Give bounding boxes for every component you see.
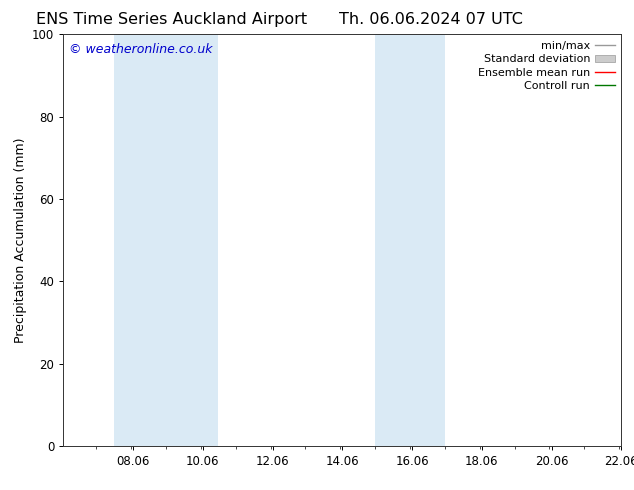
Bar	[113, 34, 166, 446]
Legend: min/max, Standard deviation, Ensemble mean run, Controll run: min/max, Standard deviation, Ensemble me…	[474, 37, 619, 96]
Text: © weatheronline.co.uk: © weatheronline.co.uk	[69, 43, 212, 55]
Bar	[410, 34, 445, 446]
Bar	[166, 34, 218, 446]
Text: ENS Time Series Auckland Airport: ENS Time Series Auckland Airport	[36, 12, 307, 27]
Y-axis label: Precipitation Accumulation (mm): Precipitation Accumulation (mm)	[13, 137, 27, 343]
Text: Th. 06.06.2024 07 UTC: Th. 06.06.2024 07 UTC	[339, 12, 523, 27]
Bar	[375, 34, 410, 446]
